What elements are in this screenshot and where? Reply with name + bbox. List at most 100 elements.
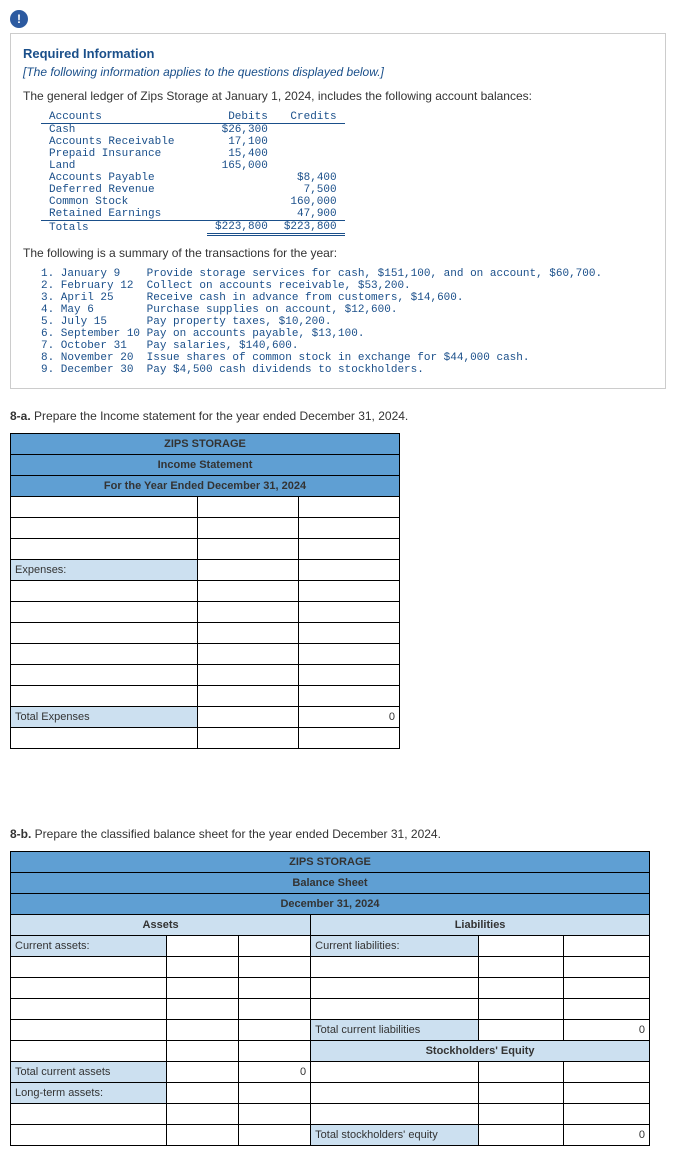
inc-cell[interactable] xyxy=(11,539,198,560)
inc-cell[interactable] xyxy=(198,644,299,665)
bal-cell[interactable] xyxy=(238,1125,310,1146)
bal-cell[interactable] xyxy=(238,1041,310,1062)
bal-cell[interactable] xyxy=(167,1020,239,1041)
inc-cell[interactable] xyxy=(11,644,198,665)
bal-cell[interactable] xyxy=(167,936,239,957)
inc-cell[interactable] xyxy=(198,539,299,560)
bal-cell[interactable] xyxy=(11,999,167,1020)
inc-cell[interactable] xyxy=(298,539,399,560)
bal-cell[interactable] xyxy=(479,999,564,1020)
bal-cell[interactable] xyxy=(311,957,479,978)
inc-cell[interactable] xyxy=(198,623,299,644)
bal-subtitle: Balance Sheet xyxy=(11,873,650,894)
bal-cell[interactable] xyxy=(11,978,167,999)
bal-tot-cur-liab-val: 0 xyxy=(564,1020,650,1041)
ledger-totals-label: Totals xyxy=(41,221,207,235)
bal-title: ZIPS STORAGE xyxy=(11,852,650,873)
bal-cell[interactable] xyxy=(11,1020,167,1041)
bal-cell[interactable] xyxy=(167,978,239,999)
bal-cell[interactable] xyxy=(11,1041,167,1062)
inc-cell[interactable] xyxy=(198,707,299,728)
inc-cell[interactable] xyxy=(11,665,198,686)
inc-cell[interactable] xyxy=(298,560,399,581)
inc-cell[interactable] xyxy=(11,581,198,602)
bal-cell[interactable] xyxy=(238,1104,310,1125)
inc-cell[interactable] xyxy=(198,686,299,707)
bal-cell[interactable] xyxy=(11,1104,167,1125)
inc-cell[interactable] xyxy=(11,623,198,644)
bal-cell[interactable] xyxy=(238,936,310,957)
bal-cell[interactable] xyxy=(564,1104,650,1125)
bal-cell[interactable] xyxy=(311,999,479,1020)
inc-cell[interactable] xyxy=(198,560,299,581)
bal-tot-cur-assets-label: Total current assets xyxy=(11,1062,167,1083)
bal-cell[interactable] xyxy=(479,1062,564,1083)
inc-cell[interactable] xyxy=(298,728,399,749)
inc-title: ZIPS STORAGE xyxy=(11,434,400,455)
inc-cell[interactable] xyxy=(298,497,399,518)
bal-cell[interactable] xyxy=(167,957,239,978)
bal-cell[interactable] xyxy=(311,978,479,999)
inc-cell[interactable] xyxy=(198,665,299,686)
bal-cur-liab-label: Current liabilities: xyxy=(311,936,479,957)
inc-cell[interactable] xyxy=(11,728,198,749)
bal-cell[interactable] xyxy=(238,1020,310,1041)
inc-cell[interactable] xyxy=(298,581,399,602)
bal-cell[interactable] xyxy=(167,999,239,1020)
bal-cell[interactable] xyxy=(479,1125,564,1146)
bal-cell[interactable] xyxy=(11,1125,167,1146)
bal-cell[interactable] xyxy=(167,1041,239,1062)
bal-cell[interactable] xyxy=(564,978,650,999)
question-8a: 8-a. 8-a. Prepare the Income statement f… xyxy=(10,409,666,423)
bal-cell[interactable] xyxy=(311,1104,479,1125)
bal-cell[interactable] xyxy=(167,1083,239,1104)
info-icon: ! xyxy=(10,10,28,28)
inc-cell[interactable] xyxy=(198,581,299,602)
inc-cell[interactable] xyxy=(11,686,198,707)
bal-cell[interactable] xyxy=(479,936,564,957)
bal-cell[interactable] xyxy=(564,999,650,1020)
inc-cell[interactable] xyxy=(198,497,299,518)
transactions-list: 1. January 9 Provide storage services fo… xyxy=(41,268,653,376)
income-statement-table[interactable]: ZIPS STORAGE Income Statement For the Ye… xyxy=(10,433,400,749)
bal-cell[interactable] xyxy=(479,957,564,978)
bal-cell[interactable] xyxy=(564,936,650,957)
bal-cell[interactable] xyxy=(564,1062,650,1083)
bal-cell[interactable] xyxy=(167,1104,239,1125)
bal-cell[interactable] xyxy=(167,1062,239,1083)
bal-cell[interactable] xyxy=(311,1062,479,1083)
inc-cell[interactable] xyxy=(298,686,399,707)
bal-cell[interactable] xyxy=(238,957,310,978)
bal-cell[interactable] xyxy=(311,1083,479,1104)
inc-cell[interactable] xyxy=(198,518,299,539)
balance-sheet-table[interactable]: ZIPS STORAGE Balance Sheet December 31, … xyxy=(10,851,650,1146)
bal-cell[interactable] xyxy=(564,1083,650,1104)
bal-cell[interactable] xyxy=(479,1020,564,1041)
bal-cell[interactable] xyxy=(238,1083,310,1104)
inc-cell[interactable] xyxy=(298,644,399,665)
bal-cell[interactable] xyxy=(167,1125,239,1146)
required-title: Required Information xyxy=(23,46,653,61)
question-8b: 8-b. Prepare the classified balance shee… xyxy=(10,827,666,841)
bal-cell[interactable] xyxy=(479,1083,564,1104)
bal-cell[interactable] xyxy=(564,957,650,978)
bal-cell[interactable] xyxy=(479,978,564,999)
bal-cell[interactable] xyxy=(238,978,310,999)
ledger-intro: The general ledger of Zips Storage at Ja… xyxy=(23,89,653,103)
inc-cell[interactable] xyxy=(11,518,198,539)
inc-cell[interactable] xyxy=(298,518,399,539)
required-subtitle: [The following information applies to th… xyxy=(23,65,653,79)
inc-cell[interactable] xyxy=(11,497,198,518)
inc-period: For the Year Ended December 31, 2024 xyxy=(11,476,400,497)
inc-cell[interactable] xyxy=(198,728,299,749)
inc-cell[interactable] xyxy=(298,602,399,623)
ledger-table: Accounts Debits Credits Cash$26,300Accou… xyxy=(41,111,345,236)
inc-cell[interactable] xyxy=(11,602,198,623)
inc-cell[interactable] xyxy=(198,602,299,623)
bal-cell[interactable] xyxy=(238,999,310,1020)
inc-cell[interactable] xyxy=(298,665,399,686)
inc-cell[interactable] xyxy=(298,623,399,644)
bal-cell[interactable] xyxy=(479,1104,564,1125)
bal-cell[interactable] xyxy=(11,957,167,978)
bal-tot-se-label: Total stockholders' equity xyxy=(311,1125,479,1146)
